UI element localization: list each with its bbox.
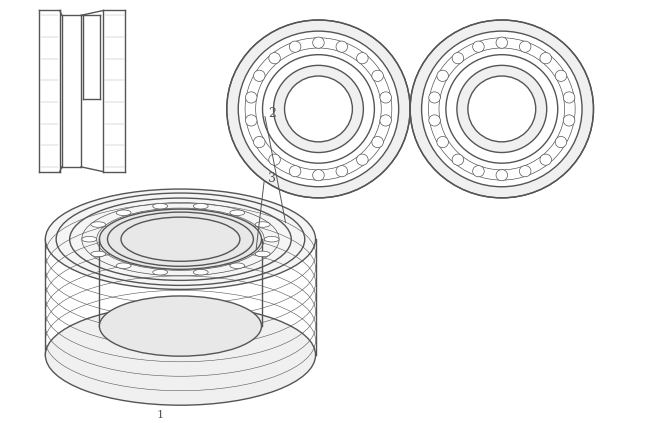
Ellipse shape [264, 236, 279, 242]
Ellipse shape [457, 66, 547, 153]
Ellipse shape [227, 20, 410, 198]
Ellipse shape [563, 115, 575, 126]
Ellipse shape [473, 165, 484, 177]
Ellipse shape [255, 251, 270, 257]
Ellipse shape [540, 154, 551, 165]
Ellipse shape [153, 269, 167, 275]
Ellipse shape [555, 70, 567, 81]
Ellipse shape [452, 154, 463, 165]
Ellipse shape [540, 52, 551, 64]
Ellipse shape [336, 41, 348, 52]
Ellipse shape [452, 52, 463, 64]
Ellipse shape [263, 55, 375, 163]
Ellipse shape [520, 165, 531, 177]
Ellipse shape [273, 66, 363, 153]
Ellipse shape [312, 170, 324, 181]
Ellipse shape [153, 203, 167, 209]
Ellipse shape [437, 137, 448, 148]
Ellipse shape [230, 263, 245, 269]
Ellipse shape [254, 137, 265, 148]
Ellipse shape [380, 115, 391, 126]
Ellipse shape [429, 115, 440, 126]
Ellipse shape [99, 296, 261, 356]
Ellipse shape [285, 76, 352, 142]
Ellipse shape [91, 222, 106, 227]
Ellipse shape [269, 154, 280, 165]
Ellipse shape [91, 251, 106, 257]
Ellipse shape [255, 222, 270, 227]
Ellipse shape [473, 41, 484, 52]
Ellipse shape [372, 70, 383, 81]
Ellipse shape [410, 20, 594, 198]
Text: 1: 1 [157, 410, 164, 420]
Ellipse shape [289, 41, 301, 52]
Ellipse shape [45, 189, 316, 289]
Ellipse shape [45, 305, 316, 405]
Text: 2: 2 [268, 107, 276, 120]
Ellipse shape [372, 137, 383, 148]
Ellipse shape [246, 115, 257, 126]
Ellipse shape [496, 37, 508, 48]
Ellipse shape [496, 170, 508, 181]
Ellipse shape [312, 37, 324, 48]
Ellipse shape [193, 203, 208, 209]
Ellipse shape [357, 154, 368, 165]
Ellipse shape [116, 210, 131, 215]
Ellipse shape [289, 165, 301, 177]
Ellipse shape [446, 55, 558, 163]
Ellipse shape [246, 92, 257, 103]
Ellipse shape [429, 92, 440, 103]
Ellipse shape [468, 76, 536, 142]
Ellipse shape [99, 209, 261, 269]
Ellipse shape [116, 263, 131, 269]
Ellipse shape [336, 165, 348, 177]
Ellipse shape [230, 210, 245, 215]
Ellipse shape [82, 236, 97, 242]
Ellipse shape [555, 137, 567, 148]
Text: 3: 3 [268, 173, 276, 186]
Ellipse shape [520, 41, 531, 52]
Ellipse shape [437, 70, 448, 81]
Ellipse shape [193, 269, 208, 275]
Ellipse shape [357, 52, 368, 64]
Ellipse shape [269, 52, 280, 64]
Ellipse shape [422, 31, 582, 187]
Ellipse shape [380, 92, 391, 103]
Ellipse shape [254, 70, 265, 81]
Ellipse shape [238, 31, 399, 187]
Ellipse shape [563, 92, 575, 103]
